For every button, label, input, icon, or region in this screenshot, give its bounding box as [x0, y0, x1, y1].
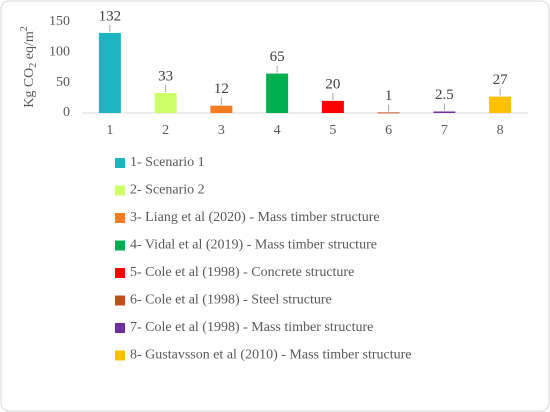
- y-tick-label: 100: [49, 45, 70, 60]
- legend-label: 1- Scenario 1: [130, 155, 205, 170]
- x-tick-label: 5: [329, 123, 336, 138]
- y-label-sub: 2: [28, 63, 39, 68]
- x-tick-label: 6: [385, 123, 392, 138]
- bar: [98, 32, 121, 113]
- legend-label: 5- Cole et al (1998) - Concrete structur…: [130, 265, 354, 280]
- legend-label: 6- Cole et al (1998) - Steel structure: [130, 293, 332, 308]
- legend-swatch: [115, 268, 125, 278]
- data-label: 33: [158, 68, 173, 84]
- data-label: 132: [99, 8, 122, 24]
- y-tick-label: 50: [56, 75, 70, 90]
- y-tick-label: 0: [63, 105, 70, 120]
- y-axis-label: Kg CO2 eq/m2: [19, 26, 39, 108]
- legend-swatch: [115, 323, 125, 333]
- legend-label: 2- Scenario 2: [130, 183, 205, 198]
- data-label: 65: [270, 49, 285, 65]
- y-label-sup: 2: [19, 26, 30, 31]
- bar: [489, 96, 512, 113]
- legend-label: 8- Gustavsson et al (2010) - Mass timber…: [130, 348, 412, 363]
- x-tick-label: 1: [106, 123, 113, 138]
- x-tick-label: 4: [274, 123, 281, 138]
- legend-label: 7- Cole et al (1998) - Mass timber struc…: [130, 320, 373, 335]
- bar: [154, 92, 177, 113]
- legend-swatch: [115, 213, 125, 223]
- bar: [377, 112, 400, 114]
- y-tick-label: 150: [49, 14, 70, 29]
- y-label-mid: eq/m: [22, 31, 37, 63]
- bar: [210, 105, 233, 113]
- data-label: 12: [214, 81, 229, 97]
- legend-label: 4- Vidal et al (2019) - Mass timber stru…: [130, 238, 377, 253]
- x-tick-label: 3: [218, 123, 225, 138]
- x-tick-label: 2: [162, 123, 169, 138]
- data-label: 20: [325, 76, 340, 92]
- x-tick-label: 7: [441, 123, 448, 138]
- data-label: 2.5: [435, 87, 454, 103]
- legend-swatch: [115, 350, 125, 361]
- legend-swatch: [115, 295, 125, 306]
- data-label: 27: [493, 72, 509, 88]
- bar: [266, 73, 289, 113]
- legend-label: 3- Liang et al (2020) - Mass timber stru…: [130, 210, 380, 225]
- data-label: 1: [385, 88, 393, 104]
- x-tick-label: 8: [497, 123, 504, 138]
- bar: [433, 111, 456, 113]
- legend-swatch: [115, 185, 125, 196]
- bar: [321, 100, 344, 113]
- y-label-main: Kg CO: [22, 68, 37, 108]
- legend-swatch: [115, 158, 125, 168]
- legend-swatch: [115, 240, 125, 251]
